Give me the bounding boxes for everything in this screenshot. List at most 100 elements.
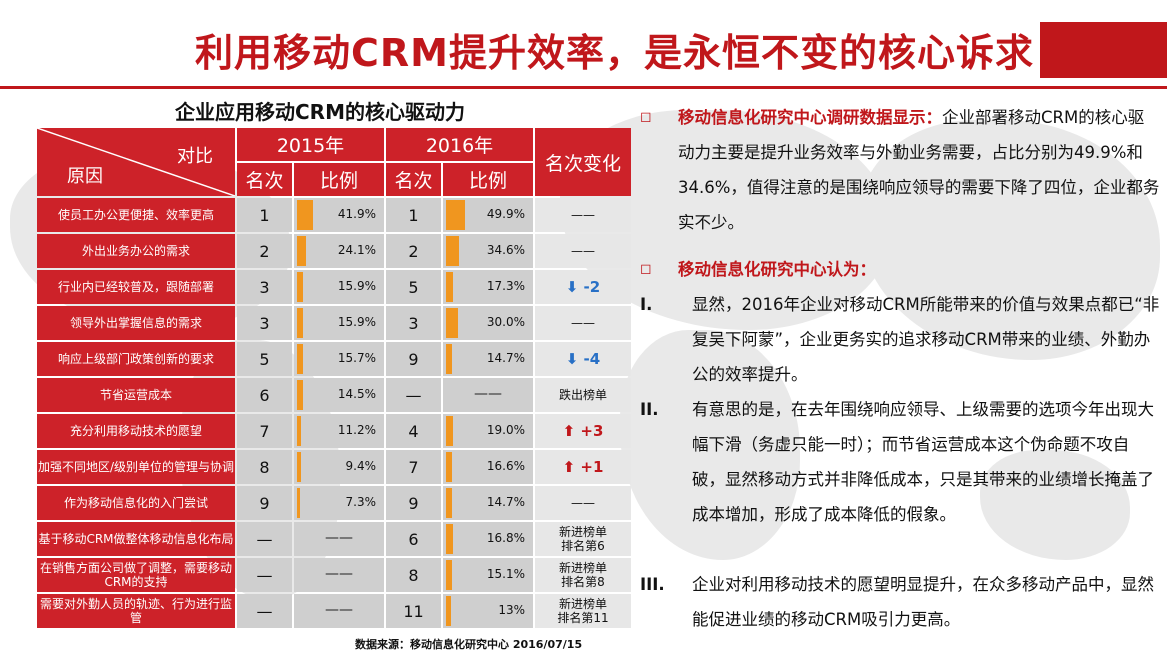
table-row: 基于移动CRM做整体移动信息化布局 — —— 6 16.8% 新进榜单 排名第6 — [37, 522, 631, 556]
title-divider — [0, 86, 1167, 89]
ratio-empty: —— — [474, 386, 502, 402]
ratio-2016-cell: 17.3% — [443, 270, 533, 304]
ratio-value: 19.0% — [486, 423, 525, 437]
table-corner-header: 对比 原因 — [37, 128, 235, 196]
reason-cell: 加强不同地区/级别单位的管理与协调 — [37, 450, 235, 484]
rank-2015-cell: 7 — [237, 414, 292, 448]
ratio-value: 15.7% — [337, 351, 376, 365]
rank-2016-cell: 5 — [386, 270, 441, 304]
ratio-value: 14.5% — [337, 387, 376, 401]
ratio-2016-cell: 14.7% — [443, 486, 533, 520]
rank-2016-cell: 6 — [386, 522, 441, 556]
rank-2016-cell: 7 — [386, 450, 441, 484]
table-row: 在销售方面公司做了调整，需要移动CRM的支持 — —— 8 15.1% 新进榜单 排名第8 — [37, 558, 631, 592]
ratio-2015-cell: 11.2% — [294, 414, 384, 448]
ratio-bar — [297, 236, 306, 266]
rank-2015-cell: 3 — [237, 270, 292, 304]
ratio-bar — [446, 596, 451, 626]
rank-change-text: —— — [571, 208, 595, 222]
rank-change-text: 新进榜单 排名第8 — [558, 561, 607, 589]
rank-2015-cell: 1 — [237, 198, 292, 232]
rank-2015-cell: 5 — [237, 342, 292, 376]
ratio-2015-cell: 24.1% — [294, 234, 384, 268]
rank-change-cell: —— — [535, 234, 631, 268]
header-rank-2016: 名次 — [386, 163, 441, 196]
rank-change-cell: —— — [535, 306, 631, 340]
ratio-bar — [446, 524, 453, 554]
ratio-value: 34.6% — [486, 243, 525, 257]
reason-cell: 节省运营成本 — [37, 378, 235, 412]
rank-2016-cell: 3 — [386, 306, 441, 340]
ratio-2015-cell: 14.5% — [294, 378, 384, 412]
diagonal-line — [37, 128, 235, 196]
rank-change-cell: 新进榜单 排名第6 — [535, 522, 631, 556]
rank-2015-cell: — — [237, 558, 292, 592]
ratio-empty: —— — [325, 566, 353, 582]
rank-2016-cell: 4 — [386, 414, 441, 448]
rank-change-cell: —— — [535, 486, 631, 520]
rank-change-text: —— — [571, 316, 595, 330]
survey-paragraph: ◻ 移动信息化研究中心调研数据显示：企业部署移动CRM的核心驱动力主要是提升业务… — [640, 100, 1160, 240]
table-title: 企业应用移动CRM的核心驱动力 — [175, 100, 465, 124]
ratio-bar — [297, 488, 300, 518]
ratio-2015-cell: 15.9% — [294, 270, 384, 304]
reason-cell: 作为移动信息化的入门尝试 — [37, 486, 235, 520]
reason-cell: 在销售方面公司做了调整，需要移动CRM的支持 — [37, 558, 235, 592]
title-accent-bar — [1040, 22, 1167, 78]
rank-change-text: 新进榜单 排名第11 — [557, 597, 609, 625]
ratio-value: 16.6% — [486, 459, 525, 473]
rank-2015-cell: 6 — [237, 378, 292, 412]
rank-change-text: —— — [571, 244, 595, 258]
rank-2015-cell: 3 — [237, 306, 292, 340]
header-ratio-2016: 比例 — [443, 163, 533, 196]
reason-cell: 需要对外勤人员的轨迹、行为进行监管 — [37, 594, 235, 628]
table-row: 节省运营成本 6 14.5% — —— 跌出榜单 — [37, 378, 631, 412]
header-2015: 2015年 — [237, 128, 384, 161]
ratio-bar — [446, 452, 452, 482]
rank-2016-cell: 2 — [386, 234, 441, 268]
opinion-heading: ◻ 移动信息化研究中心认为： — [640, 252, 1160, 287]
rank-2015-cell: 2 — [237, 234, 292, 268]
ratio-2015-cell: —— — [294, 558, 384, 592]
ratio-2016-cell: 16.8% — [443, 522, 533, 556]
reason-cell: 领导外出掌握信息的需求 — [37, 306, 235, 340]
ratio-value: 15.1% — [486, 567, 525, 581]
ratio-bar — [446, 236, 459, 266]
ratio-2016-cell: 13% — [443, 594, 533, 628]
ratio-bar — [446, 200, 465, 230]
ratio-bar — [297, 308, 303, 338]
reason-cell: 充分利用移动技术的愿望 — [37, 414, 235, 448]
table-row: 外出业务办公的需求 2 24.1% 2 34.6% —— — [37, 234, 631, 268]
ratio-bar — [446, 560, 452, 590]
rank-2015-cell: 8 — [237, 450, 292, 484]
table-row: 领导外出掌握信息的需求 3 15.9% 3 30.0% —— — [37, 306, 631, 340]
rank-change-cell: ⬆ +1 — [535, 450, 631, 484]
ratio-2015-cell: —— — [294, 594, 384, 628]
header-2016: 2016年 — [386, 128, 533, 161]
ratio-value: 41.9% — [337, 207, 376, 221]
reason-cell: 使员工办公更便捷、效率更高 — [37, 198, 235, 232]
ratio-2015-cell: 41.9% — [294, 198, 384, 232]
ratio-2016-cell: 34.6% — [443, 234, 533, 268]
ratio-bar — [297, 200, 313, 230]
ratio-bar — [297, 452, 301, 482]
rank-change-text: —— — [571, 496, 595, 510]
rank-2016-cell: 11 — [386, 594, 441, 628]
ratio-value: 11.2% — [337, 423, 376, 437]
page-title: 利用移动CRM提升效率，是永恒不变的核心诉求 — [195, 31, 1034, 75]
ratio-value: 14.7% — [486, 495, 525, 509]
ratio-value: 17.3% — [486, 279, 525, 293]
ratio-bar — [446, 272, 453, 302]
rank-2015-cell: — — [237, 522, 292, 556]
ratio-bar — [297, 272, 303, 302]
rank-change-cell: 新进榜单 排名第8 — [535, 558, 631, 592]
rank-up-indicator: ⬆ +3 — [562, 421, 604, 440]
ratio-empty: —— — [325, 530, 353, 546]
ratio-bar — [297, 344, 303, 374]
square-bullet-icon: ◻ — [640, 261, 652, 277]
rank-down-indicator: ⬇ -4 — [565, 349, 601, 368]
data-source-note: 数据来源：移动信息化研究中心 2016/07/15 — [355, 638, 583, 651]
ratio-bar — [446, 344, 452, 374]
ratio-2016-cell: 15.1% — [443, 558, 533, 592]
reason-cell: 外出业务办公的需求 — [37, 234, 235, 268]
